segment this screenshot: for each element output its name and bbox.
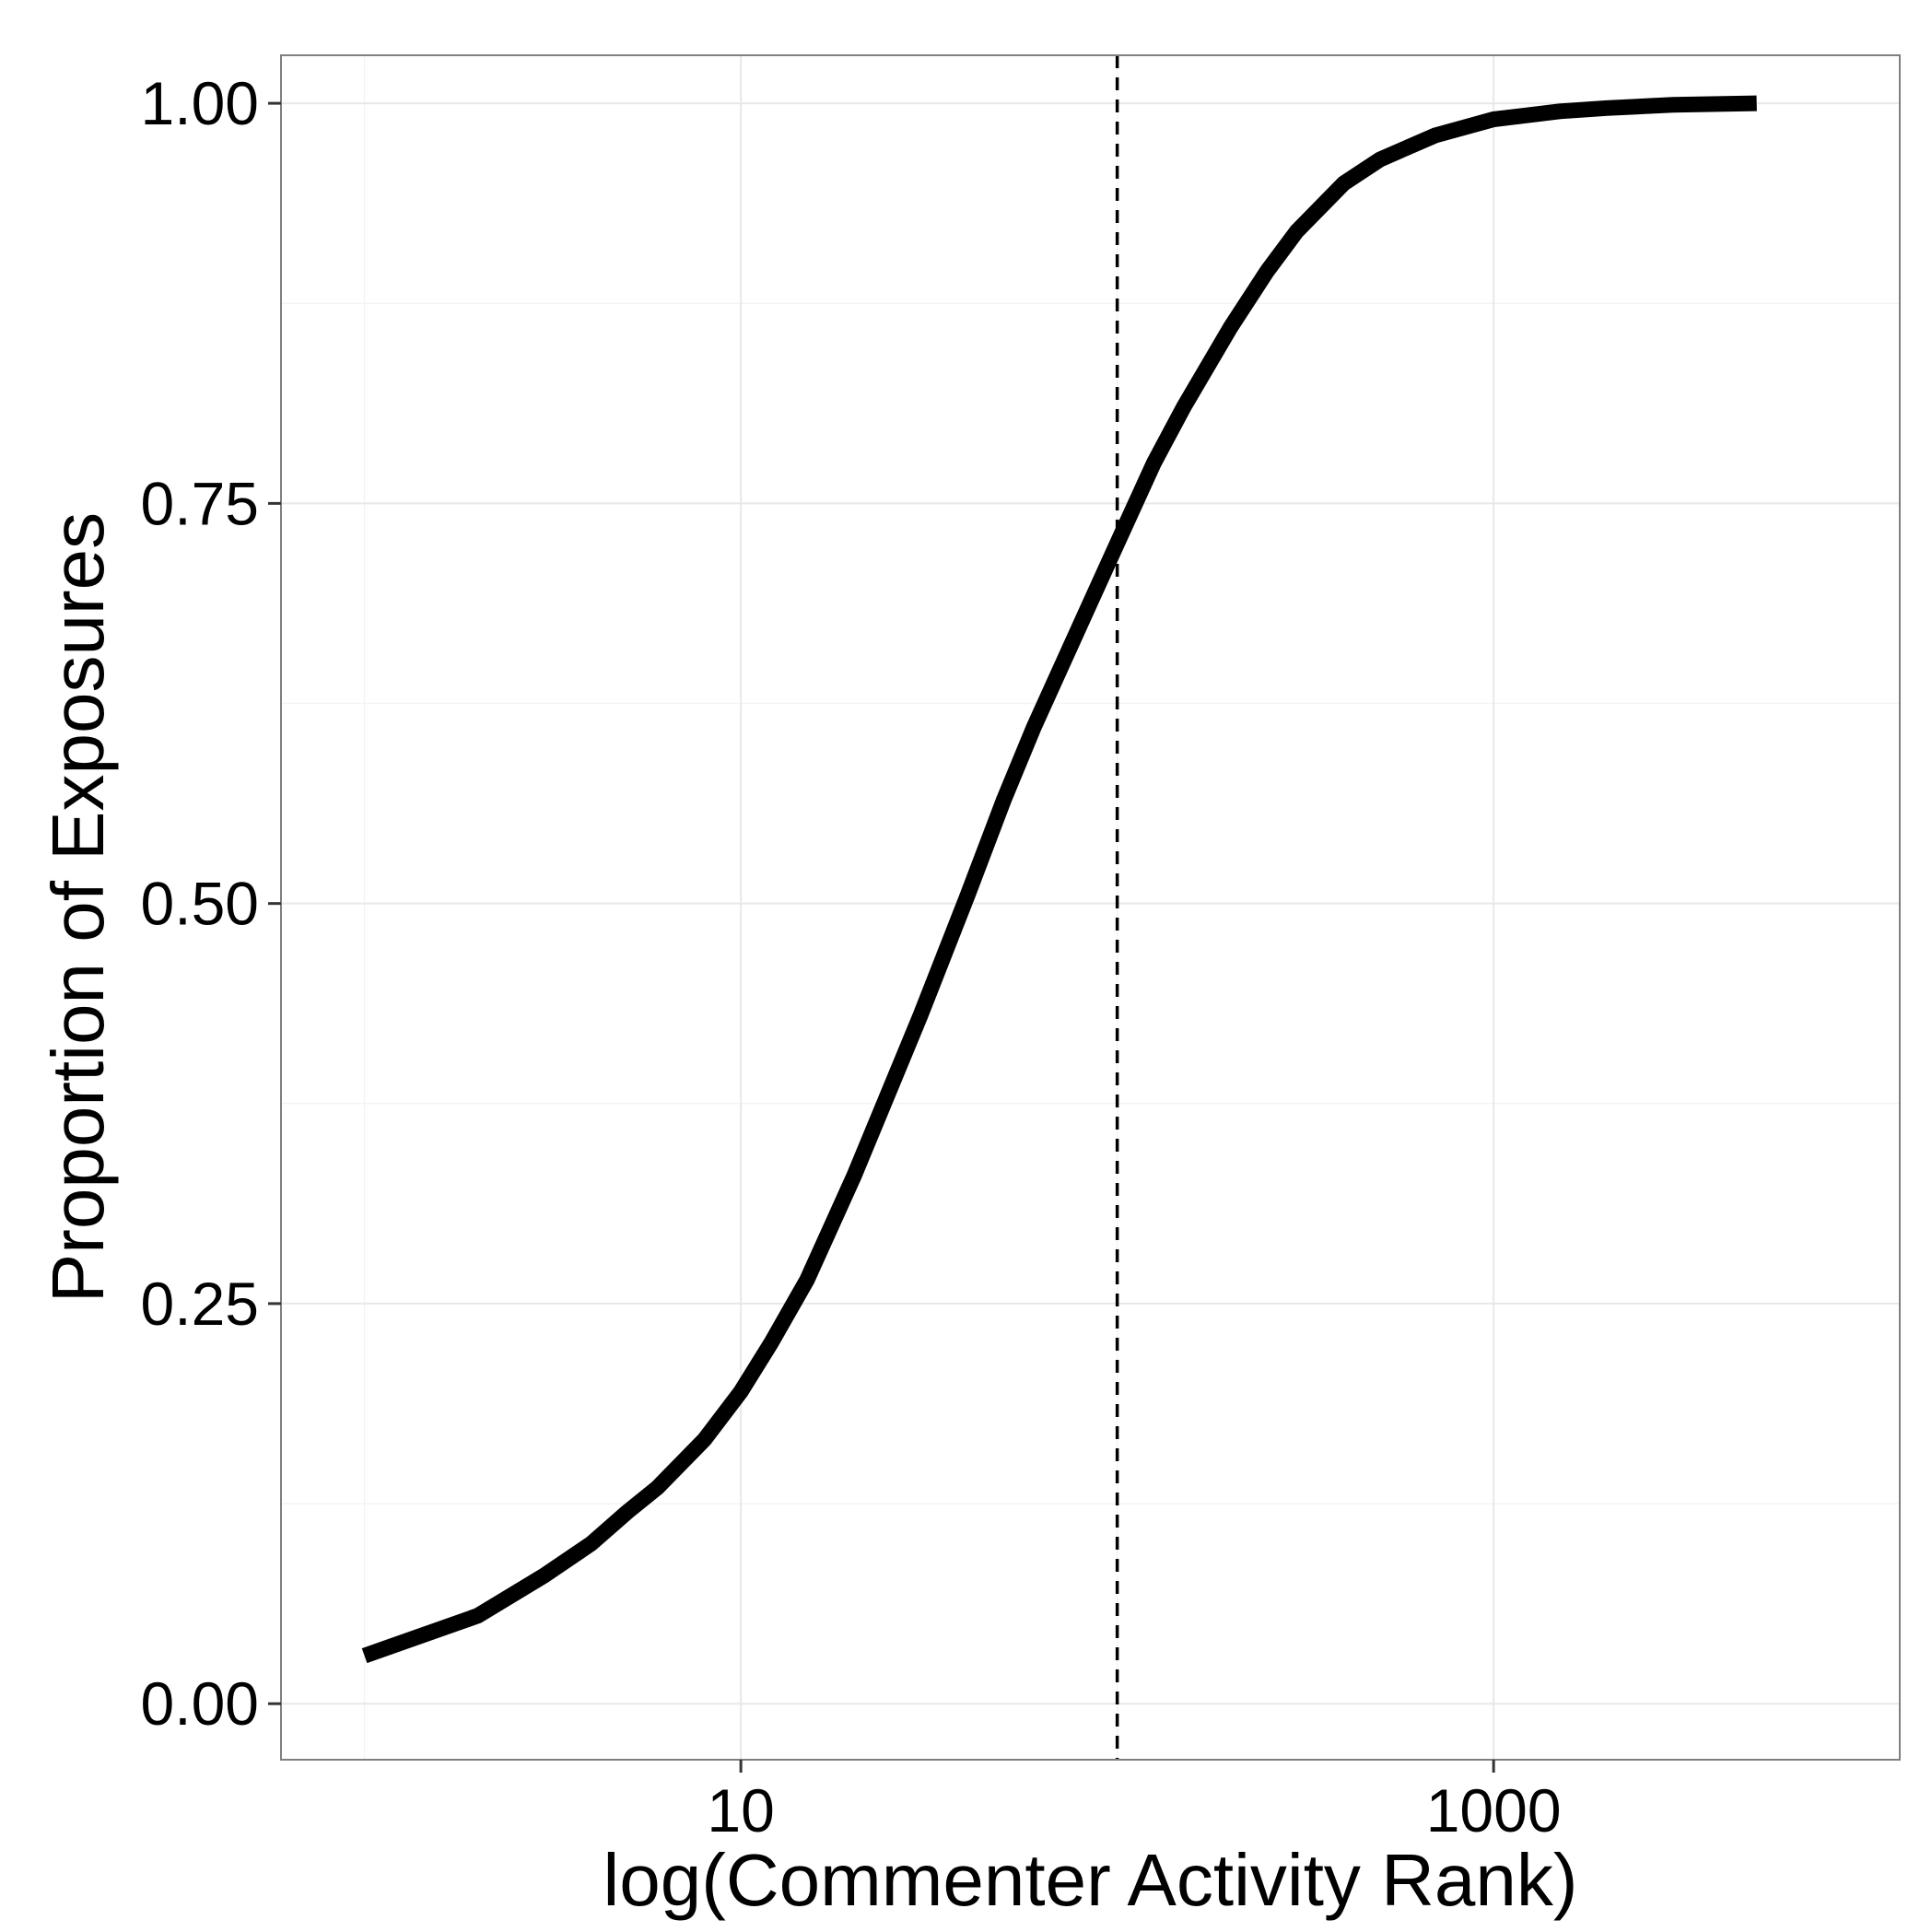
y-tick-label: 0.75 — [141, 469, 259, 537]
y-tick-label: 0.00 — [141, 1669, 259, 1738]
series-group — [361, 95, 1757, 1664]
x-tick-label: 1000 — [1426, 1776, 1562, 1844]
y-tick-label: 1.00 — [141, 69, 259, 137]
x-axis-title: log(Commenter Activity Rank) — [603, 1839, 1577, 1921]
y-tick-label: 0.25 — [141, 1270, 259, 1338]
y-axis-title: Proportion of Exposures — [37, 512, 119, 1303]
y-tick-label: 0.50 — [141, 870, 259, 938]
series-line-0 — [361, 95, 1757, 1664]
panel-border — [280, 54, 1901, 1761]
minor-gridlines — [281, 55, 1900, 1760]
y-axis: 0.00 0.25 0.50 0.75 1.00 — [141, 69, 281, 1738]
x-axis: 10 1000 — [707, 1760, 1562, 1844]
major-gridlines — [281, 55, 1900, 1760]
x-tick-label: 10 — [707, 1776, 774, 1844]
